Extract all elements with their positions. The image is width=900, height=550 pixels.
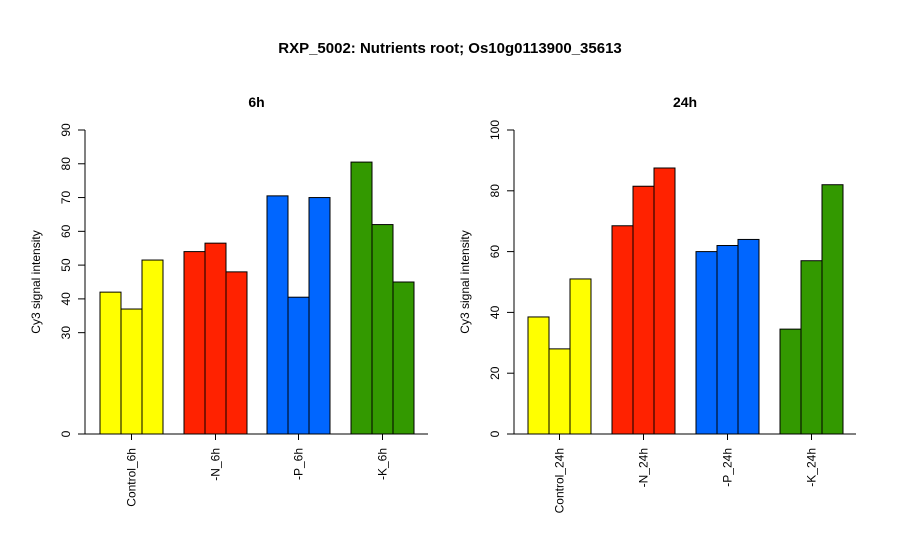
bar--K_24h-1 xyxy=(779,328,802,435)
bar-Control_6h-2 xyxy=(120,308,143,435)
x-tick-label: -N_6h xyxy=(209,448,223,481)
bar--K_6h-2 xyxy=(371,224,394,435)
y-tick-label: 80 xyxy=(488,184,502,198)
bar--K_6h-3 xyxy=(392,281,415,435)
bar--P_6h-1 xyxy=(266,195,289,435)
y-tick-label: 30 xyxy=(59,326,73,340)
y-tick-label: 20 xyxy=(488,366,502,380)
x-tick-label: -K_6h xyxy=(376,448,390,480)
x-tick-label: -K_24h xyxy=(805,448,819,487)
panel-title: 24h xyxy=(673,94,697,110)
bar--P_24h-2 xyxy=(716,245,739,435)
bar-Control_24h-3 xyxy=(569,278,592,435)
bar--K_6h-1 xyxy=(350,161,373,435)
figure-title: RXP_5002: Nutrients root; Os10g0113900_3… xyxy=(278,40,622,57)
x-tick-label: Control_24h xyxy=(553,448,567,513)
bar--N_6h-3 xyxy=(225,271,248,435)
bar-Control_24h-1 xyxy=(527,316,550,435)
y-tick-label: 0 xyxy=(59,430,73,437)
bar--P_24h-1 xyxy=(695,251,718,435)
bar--N_24h-2 xyxy=(632,185,655,435)
panel-title: 6h xyxy=(248,94,264,110)
bar--K_24h-3 xyxy=(821,184,844,435)
y-tick-label: 80 xyxy=(59,157,73,171)
bar--K_24h-2 xyxy=(800,260,823,435)
y-tick-label: 40 xyxy=(59,292,73,306)
chart-panel-1: 24h Cy3 signal intensity 0 20 40 60 80 100 Contr… xyxy=(458,94,856,513)
bar--P_6h-3 xyxy=(308,197,331,435)
y-tick-label: 100 xyxy=(488,120,502,140)
bar-Control_6h-1 xyxy=(99,291,122,435)
chart-panel-0: 6h Cy3 signal intensity 0 30 40 50 60 70 80 90 Con… xyxy=(29,94,428,507)
x-tick-label: -P_24h xyxy=(721,448,735,487)
y-tick-label: 60 xyxy=(59,224,73,238)
y-tick-label: 50 xyxy=(59,258,73,272)
y-axis-label: Cy3 signal intensity xyxy=(458,230,472,333)
bar-Control_24h-2 xyxy=(548,348,571,435)
x-tick-label: Control_6h xyxy=(125,448,139,507)
bar-Control_6h-3 xyxy=(141,259,164,435)
bar--P_6h-2 xyxy=(287,296,310,435)
y-tick-label: 40 xyxy=(488,305,502,319)
y-tick-label: 0 xyxy=(488,430,502,437)
y-tick-label: 60 xyxy=(488,245,502,259)
bar--P_24h-3 xyxy=(737,238,760,435)
y-tick-label: 70 xyxy=(59,191,73,205)
y-axis-label: Cy3 signal intensity xyxy=(29,230,43,333)
x-tick-label: -P_6h xyxy=(292,448,306,480)
bar--N_6h-2 xyxy=(204,242,227,435)
bar--N_6h-1 xyxy=(183,251,206,435)
bar--N_24h-1 xyxy=(611,225,634,435)
x-tick-label: -N_24h xyxy=(637,448,651,487)
y-tick-label: 90 xyxy=(59,123,73,137)
bar--N_24h-3 xyxy=(653,167,676,435)
